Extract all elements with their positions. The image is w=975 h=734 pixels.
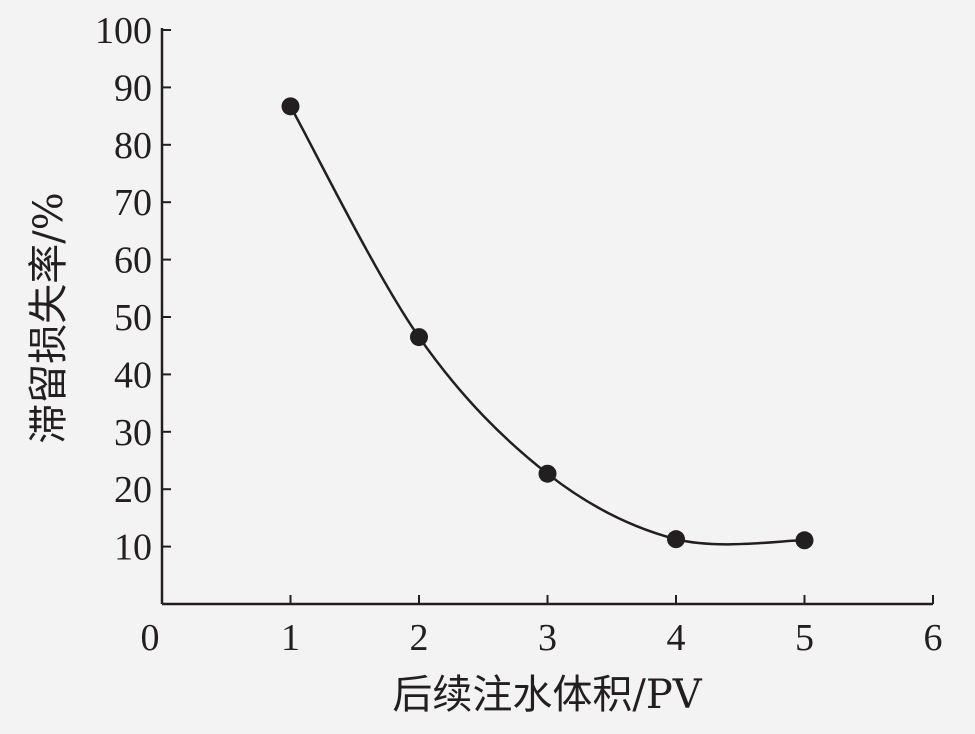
series-line xyxy=(289,105,805,546)
x-tick-label: 2 xyxy=(410,617,429,659)
data-point xyxy=(538,464,557,483)
y-tick-label: 70 xyxy=(114,182,152,224)
y-tick-label: 60 xyxy=(114,240,152,282)
data-point xyxy=(795,531,814,550)
data-point xyxy=(281,97,300,116)
data-point xyxy=(667,530,685,549)
y-tick-label: 100 xyxy=(95,10,152,52)
x-tick-label: 4 xyxy=(667,617,686,659)
y-tick-label: 10 xyxy=(114,527,152,569)
x-tick-label: 6 xyxy=(924,617,943,659)
y-axis-title: 滞留损失率/% xyxy=(26,192,72,443)
y-tick-label: 90 xyxy=(114,67,152,109)
x-tick-label: 3 xyxy=(538,617,557,659)
x-tick-label: 5 xyxy=(795,617,814,659)
y-tick-label: 50 xyxy=(114,297,152,339)
y-tick-label: 80 xyxy=(114,125,152,167)
x-tick-label: 1 xyxy=(281,617,300,659)
y-tick-label: 40 xyxy=(114,354,152,396)
x-tick-label: 0 xyxy=(141,617,160,659)
data-point xyxy=(410,328,428,347)
y-tick-label: 30 xyxy=(114,412,152,454)
y-tick-label: 20 xyxy=(114,469,152,511)
x-axis-title: 后续注水体积/PV xyxy=(392,672,702,718)
